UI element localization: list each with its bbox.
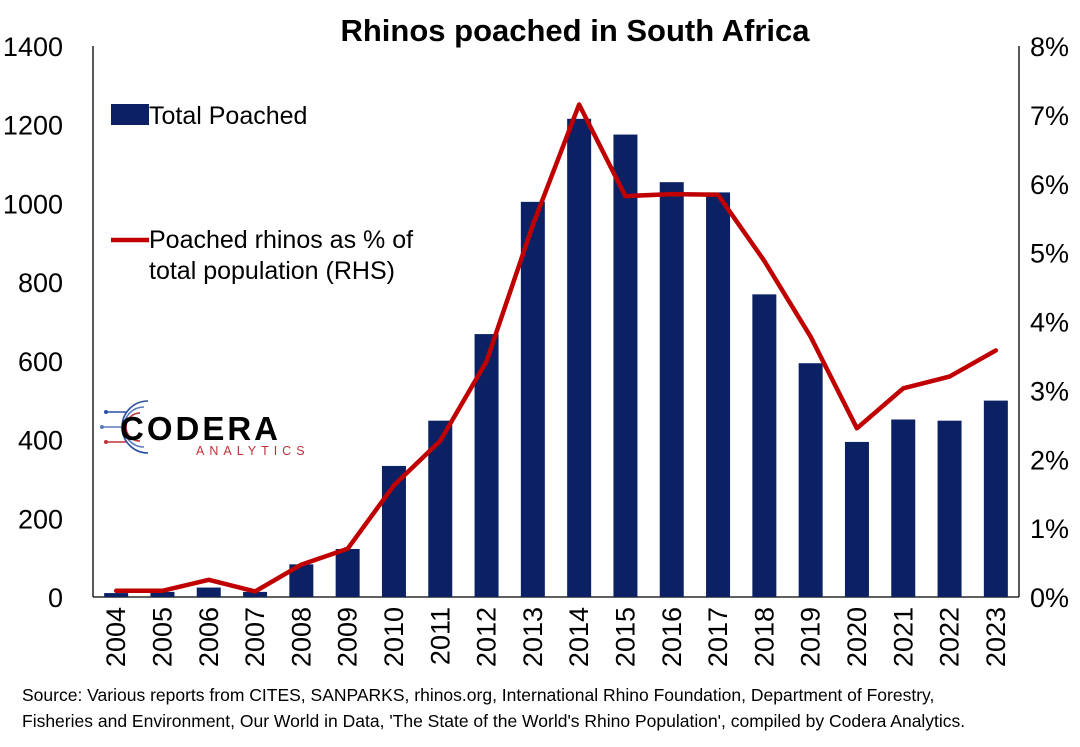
x-tick-label: 2020 <box>842 607 872 667</box>
bar-2005 <box>150 591 175 597</box>
left-tick-label: 200 <box>18 504 63 534</box>
bar-2021 <box>891 419 916 597</box>
x-tick-label: 2014 <box>564 607 594 667</box>
left-tick-label: 1200 <box>3 111 63 141</box>
legend-bar-label: Total Poached <box>149 102 307 130</box>
left-tick-label: 400 <box>18 426 63 456</box>
bar-2022 <box>937 420 962 597</box>
codera-logo: CODERA ANALYTICS <box>100 400 310 458</box>
bar-2007 <box>243 591 268 597</box>
chart-title: Rhinos poached in South Africa <box>340 13 810 48</box>
percent-line <box>113 102 999 594</box>
bar-2009 <box>335 548 360 597</box>
x-tick-label: 2013 <box>518 607 548 667</box>
logo-name: CODERA <box>120 410 281 447</box>
bar-2018 <box>752 294 777 597</box>
x-tick-label: 2011 <box>425 607 455 665</box>
bar-2020 <box>844 441 869 597</box>
x-tick-label: 2023 <box>981 607 1011 667</box>
bar-2015 <box>613 134 638 597</box>
x-tick-label: 2015 <box>610 607 640 667</box>
x-tick-label: 2016 <box>657 607 687 667</box>
x-tick-label: 2006 <box>194 607 224 667</box>
x-tick-label: 2021 <box>888 607 918 667</box>
right-tick-label: 4% <box>1030 308 1069 338</box>
legend: Total Poached Poached rhinos as % of tot… <box>111 102 413 285</box>
logo-circuit-icon <box>100 400 149 454</box>
bar-2014 <box>567 118 592 597</box>
x-tick-label: 2009 <box>333 607 363 667</box>
x-tick-label: 2019 <box>796 607 826 667</box>
right-tick-label: 2% <box>1030 445 1069 475</box>
left-tick-label: 1000 <box>3 189 63 219</box>
x-tick-label: 2012 <box>472 607 502 667</box>
x-axis-ticks: 2004 2005 2006 2007 2008 2009 2010 2011 2012 2013… <box>101 607 1011 667</box>
legend-line-label-2: total population (RHS) <box>149 257 395 285</box>
x-tick-label: 2005 <box>147 607 177 667</box>
bar-2013 <box>520 201 545 597</box>
left-tick-label: 1400 <box>3 32 63 62</box>
source-line-1: Source: Various reports from CITES, SANP… <box>22 685 935 705</box>
x-tick-label: 2010 <box>379 607 409 667</box>
right-tick-label: 6% <box>1030 170 1069 200</box>
bar-2016 <box>659 182 684 597</box>
right-tick-label: 0% <box>1030 583 1069 613</box>
right-tick-label: 8% <box>1030 32 1069 62</box>
chart: Rhinos poached in South Africa 0 200 400 60… <box>3 13 1069 667</box>
bar-2019 <box>798 363 823 597</box>
x-tick-label: 2017 <box>703 607 733 667</box>
bar-2017 <box>706 192 731 597</box>
legend-bar-swatch <box>111 104 149 125</box>
left-tick-label: 800 <box>18 268 63 298</box>
x-tick-label: 2022 <box>935 607 965 667</box>
source-note: Source: Various reports from CITES, SANP… <box>22 682 1062 734</box>
left-tick-label: 0 <box>48 583 63 613</box>
x-tick-label: 2018 <box>749 607 779 667</box>
x-tick-label: 2004 <box>101 607 131 667</box>
bar-series <box>104 118 1008 597</box>
left-tick-label: 600 <box>18 347 63 377</box>
bar-2006 <box>196 587 221 597</box>
line-series <box>113 102 999 594</box>
legend-line-label-1: Poached rhinos as % of <box>149 226 413 254</box>
right-tick-label: 3% <box>1030 376 1069 406</box>
right-tick-label: 1% <box>1030 514 1069 544</box>
bar-2023 <box>983 400 1008 597</box>
source-line-2: Fisheries and Environment, Our World in … <box>22 711 966 731</box>
x-tick-label: 2008 <box>286 607 316 667</box>
bar-2004 <box>104 593 129 597</box>
right-tick-label: 5% <box>1030 239 1069 269</box>
right-axis-ticks: 0% 1% 2% 3% 4% 5% 6% 7% 8% <box>1030 32 1069 613</box>
logo-subtitle: ANALYTICS <box>196 444 310 458</box>
x-tick-label: 2007 <box>240 607 270 667</box>
left-axis-ticks: 0 200 400 600 800 1000 1200 1400 <box>3 32 63 613</box>
right-tick-label: 7% <box>1030 101 1069 131</box>
